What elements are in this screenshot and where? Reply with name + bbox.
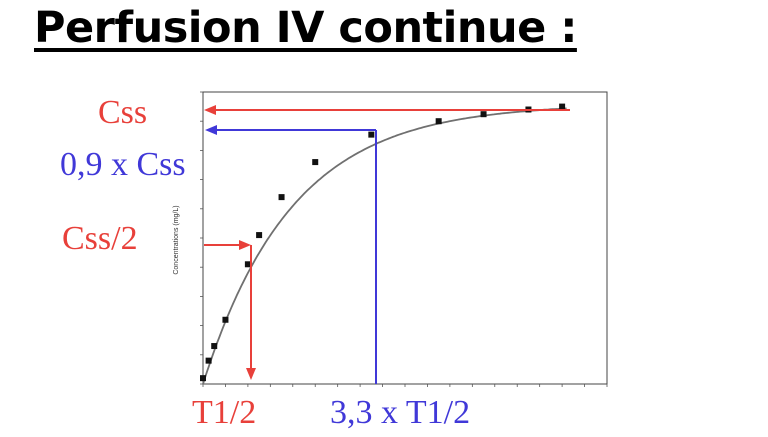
t-half-arrow: [246, 368, 256, 380]
data-point: [222, 316, 229, 323]
data-point: [278, 194, 285, 201]
data-point: [480, 111, 487, 118]
page-title: Perfusion IV continue :: [34, 3, 577, 53]
data-points: [200, 103, 566, 382]
guide-arrows: [204, 105, 570, 384]
data-point: [244, 261, 251, 268]
data-point: [435, 118, 442, 125]
data-point: [312, 159, 319, 166]
css-90-arrow: [205, 125, 217, 135]
css-half-label: Css/2: [62, 220, 138, 257]
css-guide-arrow: [204, 105, 216, 115]
concentration-curve: [202, 107, 567, 385]
t-33-label: 3,3 x T1/2: [330, 394, 471, 431]
data-point: [256, 232, 263, 239]
css-90-label: 0,9 x Css: [60, 146, 186, 183]
plot-frame: [202, 91, 608, 385]
css-half-arrow: [239, 240, 251, 250]
y-axis-label: Concentrations (mg/L): [173, 205, 180, 274]
data-point: [368, 131, 375, 138]
data-point: [200, 375, 206, 382]
data-point: [205, 357, 212, 364]
t-half-label: T1/2: [192, 394, 257, 431]
x-ticks: [202, 384, 608, 387]
data-point: [559, 103, 566, 110]
css-label: Css: [98, 94, 148, 131]
data-point: [211, 343, 218, 350]
y-ticks: [200, 91, 203, 385]
